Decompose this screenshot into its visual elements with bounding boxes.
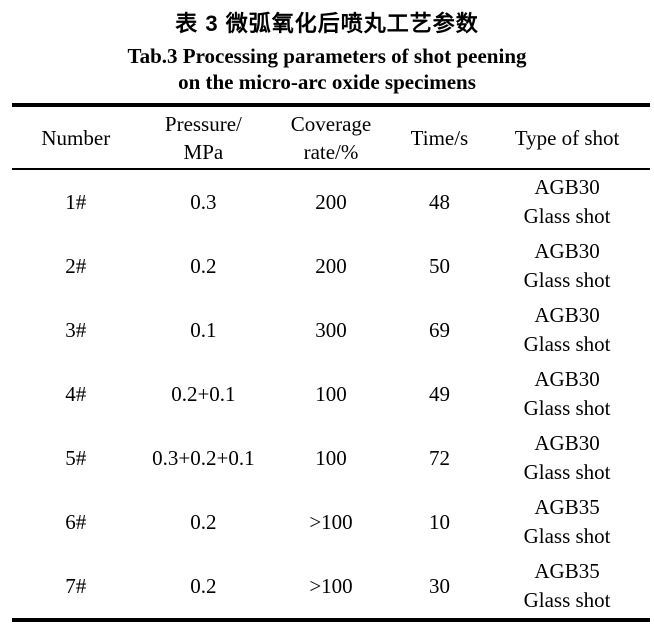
cell-number: 2# bbox=[65, 253, 87, 278]
cell-shot-type: AGB35 Glass shot bbox=[523, 559, 611, 612]
column-header-time: Time/s bbox=[410, 125, 469, 150]
cell-time: 50 bbox=[428, 253, 450, 278]
cell-number: 6# bbox=[65, 509, 87, 534]
cell-shot-type: AGB30 Glass shot bbox=[523, 239, 611, 292]
column-header-coverage-rate: Coverage rate/% bbox=[290, 111, 372, 164]
cell-number: 3# bbox=[65, 317, 87, 342]
cell-time: 10 bbox=[428, 509, 450, 534]
cell-time: 69 bbox=[428, 317, 450, 342]
cell-time: 49 bbox=[428, 381, 450, 406]
cell-number: 5# bbox=[65, 445, 87, 470]
table-row: 2# 0.2 200 50 AGB30 Glass shot bbox=[12, 234, 650, 298]
column-header-pressure: Pressure/ MPa bbox=[164, 111, 242, 164]
cell-pressure: 0.2 bbox=[190, 253, 217, 278]
cell-number: 7# bbox=[65, 573, 87, 598]
shot-peening-parameters-table: Number Pressure/ MPa Coverage rate/% Tim… bbox=[12, 103, 650, 622]
table-row: 3# 0.1 300 69 AGB30 Glass shot bbox=[12, 298, 650, 362]
cell-coverage-rate: >100 bbox=[309, 509, 353, 534]
table-row: 1# 0.3 200 48 AGB30 Glass shot bbox=[12, 169, 650, 234]
table-caption-english-line1: Tab.3 Processing parameters of shot peen… bbox=[127, 44, 527, 68]
cell-pressure: 0.2 bbox=[190, 573, 217, 598]
cell-coverage-rate: 200 bbox=[315, 253, 347, 278]
cell-coverage-rate: 100 bbox=[315, 445, 347, 470]
cell-time: 30 bbox=[428, 573, 450, 598]
cell-time: 72 bbox=[428, 445, 450, 470]
table-caption-english-line2: on the micro-arc oxide specimens bbox=[178, 70, 476, 94]
table-row: 7# 0.2 >100 30 AGB35 Glass shot bbox=[12, 554, 650, 620]
column-header-type-of-shot: Type of shot bbox=[514, 125, 620, 150]
cell-pressure: 0.2+0.1 bbox=[171, 381, 236, 406]
cell-pressure: 0.2 bbox=[190, 509, 217, 534]
cell-pressure: 0.3 bbox=[190, 189, 217, 214]
cell-shot-type: AGB30 Glass shot bbox=[523, 367, 611, 420]
cell-coverage-rate: 200 bbox=[315, 189, 347, 214]
cell-time: 48 bbox=[428, 189, 450, 214]
cell-shot-type: AGB30 Glass shot bbox=[523, 303, 611, 356]
table-title-chinese: 表 3 微弧氧化后喷丸工艺参数 bbox=[175, 11, 479, 36]
table-row: 5# 0.3+0.2+0.1 100 72 AGB30 Glass shot bbox=[12, 426, 650, 490]
cell-shot-type: AGB35 Glass shot bbox=[523, 495, 611, 548]
header-row: Number Pressure/ MPa Coverage rate/% Tim… bbox=[12, 105, 650, 169]
cell-shot-type: AGB30 Glass shot bbox=[523, 431, 611, 484]
cell-coverage-rate: >100 bbox=[309, 573, 353, 598]
cell-shot-type: AGB30 Glass shot bbox=[523, 175, 611, 228]
table-row: 6# 0.2 >100 10 AGB35 Glass shot bbox=[12, 490, 650, 554]
cell-number: 4# bbox=[65, 381, 87, 406]
cell-coverage-rate: 100 bbox=[315, 381, 347, 406]
column-header-number: Number bbox=[41, 125, 111, 150]
table-row: 4# 0.2+0.1 100 49 AGB30 Glass shot bbox=[12, 362, 650, 426]
cell-pressure: 0.3+0.2+0.1 bbox=[152, 445, 255, 470]
cell-coverage-rate: 300 bbox=[315, 317, 347, 342]
cell-pressure: 0.1 bbox=[190, 317, 217, 342]
cell-number: 1# bbox=[65, 189, 87, 214]
